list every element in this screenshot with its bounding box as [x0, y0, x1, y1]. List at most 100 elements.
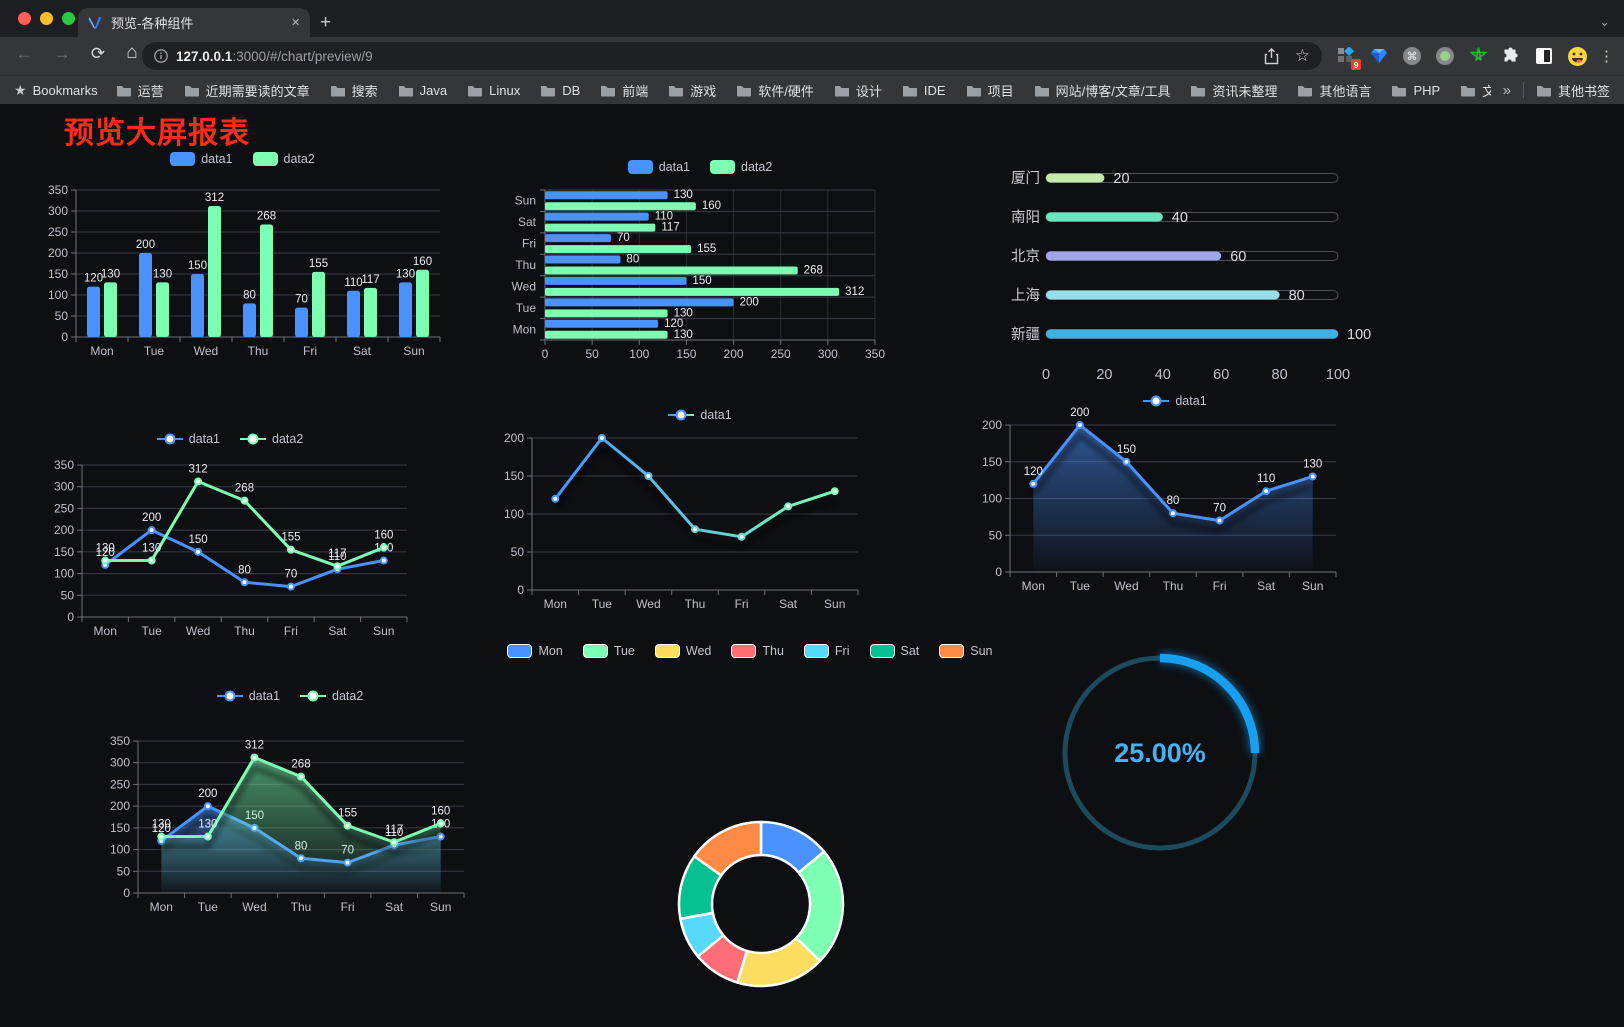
svg-text:300: 300 [54, 480, 74, 494]
line-area-double-canvas[interactable]: 0 50 100 150 200 250 300 350 Mon Tue Wed Thu Fri Sat S… [100, 680, 480, 920]
svg-text:⌘: ⌘ [1407, 50, 1418, 63]
bookmark-star-icon[interactable]: ☆ [1294, 46, 1310, 65]
svg-text:268: 268 [257, 210, 276, 222]
legend-item[interactable]: data2 [252, 152, 315, 166]
browser-menu-icon[interactable]: ⋮ [1599, 48, 1614, 65]
chart-line-area-double[interactable]: data1 data2 0 50 100 150 200 250 300 350 Mon Tue Wed… [100, 680, 480, 920]
bookmark-folder[interactable]: 项目 [966, 81, 1014, 100]
bookmark-folder[interactable]: 近期需要读的文章 [184, 81, 310, 100]
chart-bar-horizontal[interactable]: data1 data2 0 50 100 150 200 250 300 350 Sun 130 160… [500, 152, 900, 367]
new-tab-button[interactable]: + [320, 12, 332, 33]
bookmarks-star-icon[interactable]: ★ [14, 81, 27, 98]
reading-mode-icon[interactable] [1533, 45, 1555, 67]
legend-item[interactable]: data1 [170, 152, 233, 166]
svg-text:130: 130 [142, 543, 161, 555]
chart-line-area[interactable]: data1 0 50 100 150 200 Mon Tue Wed Thu Fri Sat Sun 12… [975, 390, 1375, 605]
svg-text:40: 40 [1155, 367, 1171, 383]
svg-text:150: 150 [188, 260, 207, 272]
legend-item[interactable]: data1 [216, 689, 280, 703]
legend-item[interactable]: data1 [668, 408, 732, 422]
bookmark-folder[interactable]: 游戏 [668, 81, 716, 100]
svg-text:Mon: Mon [150, 900, 173, 914]
svg-text:Sun: Sun [403, 344, 424, 358]
line-basic-canvas[interactable]: 0 50 100 150 200 250 300 350 Mon Tue Wed Thu Fri Sat S… [40, 428, 420, 643]
svg-text:Tue: Tue [1070, 579, 1091, 593]
legend-item[interactable]: Sat [869, 644, 919, 658]
svg-text:110: 110 [328, 551, 346, 563]
bookmark-folder[interactable]: PHP [1391, 83, 1440, 98]
legend-item[interactable]: data2 [240, 432, 303, 446]
svg-text:80: 80 [243, 289, 256, 301]
svg-text:117: 117 [385, 824, 403, 836]
extension-green-dot-icon[interactable] [1434, 45, 1456, 67]
bookmark-folder[interactable]: Java [398, 83, 447, 98]
legend-item[interactable]: Sun [939, 644, 993, 658]
other-bookmarks-folder[interactable]: 其他书签 [1536, 81, 1610, 100]
bookmark-folder[interactable]: 运营 [116, 81, 164, 100]
window-close-button[interactable] [18, 12, 31, 25]
bookmark-folder[interactable]: 前端 [600, 81, 648, 100]
address-bar[interactable]: 127.0.0.1 :3000/#/chart/preview/9 ☆ [142, 42, 1322, 70]
bookmark-folder[interactable]: 资讯未整理 [1190, 81, 1277, 100]
bar-vertical-canvas[interactable]: 0 50 100 150 200 250 300 350 Mon Tue Wed Thu Fri Sat S… [40, 148, 445, 363]
bookmark-folder[interactable]: DB [540, 83, 580, 98]
line-area-canvas[interactable]: 0 50 100 150 200 Mon Tue Wed Thu Fri Sat Sun 120 200 1… [975, 390, 1375, 605]
browser-tab[interactable]: 预览-各种组件 × [78, 8, 310, 37]
pie-slice-Sun[interactable] [693, 820, 763, 877]
chart-donut-pie[interactable]: Mon Tue Wed Thu Fri Sat Sun [507, 636, 993, 996]
extension-command-icon[interactable]: ⌘ [1401, 45, 1423, 67]
legend-item[interactable]: Tue [582, 644, 635, 658]
bookmark-folder[interactable]: IDE [902, 83, 946, 98]
extension-star-icon[interactable] [1467, 45, 1489, 67]
bookmark-folder[interactable]: Linux [467, 83, 520, 98]
tab-search-chevron-icon[interactable]: ⌄ [1599, 14, 1610, 29]
bookmark-folder[interactable]: 其他语言 [1297, 81, 1371, 100]
bookmark-folder[interactable]: 设计 [834, 81, 882, 100]
svg-text:Wed: Wed [636, 597, 660, 611]
legend-item[interactable]: Thu [731, 644, 784, 658]
home-button[interactable]: ⌂ [126, 42, 138, 63]
gauge-canvas[interactable]: 25.00% [1055, 648, 1265, 858]
legend-item[interactable]: data2 [710, 160, 772, 174]
chart-progress-bars[interactable]: 厦门 20 南阳 40 北京 60 上海 80 新疆 100 0 20 40 60 80 100 [990, 150, 1390, 390]
back-button[interactable]: ← [15, 44, 33, 63]
svg-text:312: 312 [188, 464, 207, 476]
extension-gem-icon[interactable] [1368, 45, 1390, 67]
legend-item[interactable]: Fri [803, 644, 850, 658]
bookmarks-overflow-chevron[interactable]: » [1502, 81, 1511, 99]
chart-gauge[interactable]: 25.00% [1055, 648, 1265, 858]
bookmark-folder[interactable]: 软件/硬件 [736, 81, 814, 100]
share-icon[interactable] [1264, 47, 1279, 65]
legend-item[interactable]: data1 [156, 432, 220, 446]
legend-item[interactable]: data1 [627, 160, 690, 174]
forward-button[interactable]: → [53, 44, 71, 63]
bookmark-folder[interactable]: 搜索 [330, 81, 378, 100]
progress-canvas[interactable]: 厦门 20 南阳 40 北京 60 上海 80 新疆 100 0 20 40 60 80 100 [990, 150, 1390, 390]
emoji-extension-icon[interactable] [1566, 45, 1588, 67]
chart-bar-vertical[interactable]: data1 data2 0 50 100 150 200 250 300 350 Mon Tue Wed… [40, 148, 445, 363]
extensions-puzzle-icon[interactable] [1500, 45, 1522, 67]
extension-grid-icon[interactable]: 9 [1335, 45, 1361, 70]
donut-canvas[interactable] [510, 636, 990, 996]
bookmark-folder[interactable]: 文件服务器 [1460, 81, 1491, 100]
window-minimize-button[interactable] [40, 12, 53, 25]
bookmarks-manager-link[interactable]: Bookmarks [32, 82, 98, 98]
svg-text:Fri: Fri [1213, 579, 1227, 593]
chart-line-gradient[interactable]: data1 0 50 100 150 200 Mon Tue Wed Thu Fri Sat Sun [500, 402, 900, 622]
svg-text:Tue: Tue [198, 900, 219, 914]
window-zoom-button[interactable] [62, 12, 75, 25]
tab-close-icon[interactable]: × [291, 14, 300, 31]
legend-marker [710, 160, 735, 174]
legend-marker [1143, 395, 1170, 407]
site-info-icon[interactable] [154, 49, 168, 63]
chart-line-basic[interactable]: data1 data2 0 50 100 150 200 250 300 350 Mon Tue Wed… [40, 428, 420, 643]
bookmark-folder[interactable]: 网站/博客/文章/工具 [1034, 81, 1170, 100]
legend-item[interactable]: Wed [654, 644, 711, 658]
legend-item[interactable]: Mon [507, 644, 563, 658]
legend-item[interactable]: data2 [300, 689, 363, 703]
line-gradient-canvas[interactable]: 0 50 100 150 200 Mon Tue Wed Thu Fri Sat Sun [500, 402, 900, 622]
legend-marker [507, 644, 533, 658]
legend-item[interactable]: data1 [1143, 394, 1207, 408]
reload-button[interactable]: ⟳ [90, 44, 106, 63]
